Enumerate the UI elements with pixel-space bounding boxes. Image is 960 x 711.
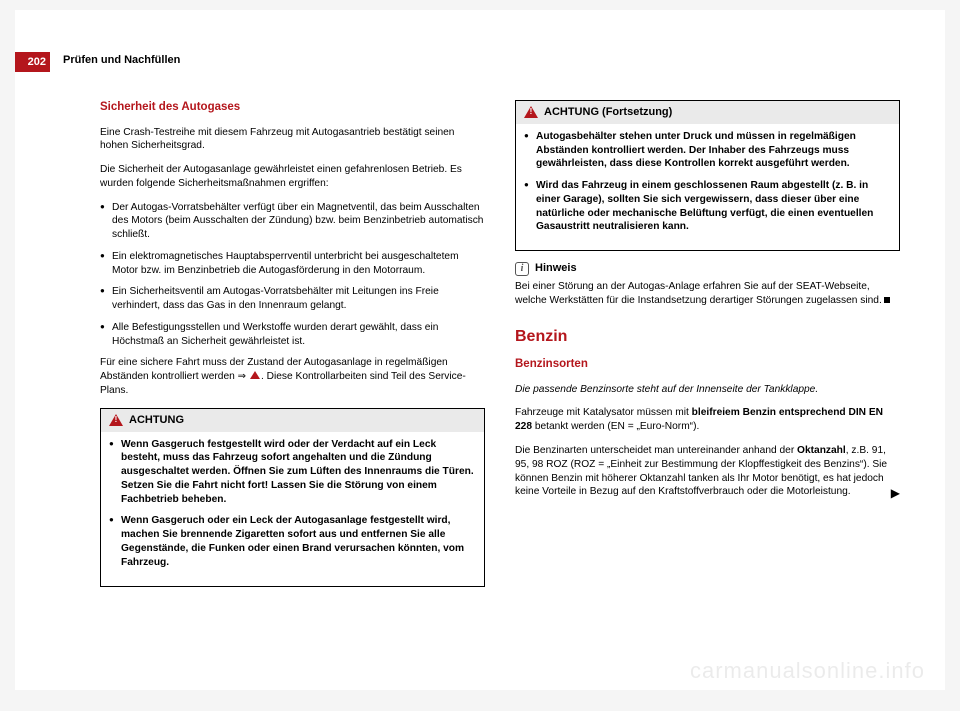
section-heading: Sicherheit des Autogases (100, 100, 485, 116)
note-header: i Hinweis (515, 261, 900, 276)
list-item: Ein Sicherheitsventil am Autogas-Vorrats… (100, 285, 485, 313)
text-run: Die Benzinarten unterscheidet man untere… (515, 445, 797, 456)
section-end-icon (884, 297, 890, 303)
warning-label: ACHTUNG (129, 413, 184, 428)
paragraph: Die Benzinarten unterscheidet man untere… (515, 444, 900, 499)
warning-label: ACHTUNG (Fortsetzung) (544, 105, 672, 120)
warning-box: ACHTUNG Wenn Gasgeruch festgestellt wird… (100, 408, 485, 587)
warning-item: Wird das Fahrzeug in einem geschlossenen… (524, 179, 891, 234)
warning-item: Autogasbehälter stehen unter Druck und m… (524, 130, 891, 171)
chapter-heading: Benzin (515, 326, 900, 348)
list-item: Ein elektromagnetisches Hauptabsperrvent… (100, 250, 485, 278)
chapter-title: Prüfen und Nachfüllen (63, 54, 180, 66)
note-block: i Hinweis Bei einer Störung an der Autog… (515, 261, 900, 307)
text-run: Bei einer Störung an der Autogas-Anlage … (515, 281, 882, 306)
warning-box-header: ACHTUNG (101, 409, 484, 432)
watermark: carmanualsonline.info (690, 658, 925, 684)
info-icon: i (515, 262, 529, 276)
list-item: Alle Befestigungsstellen und Werkstoffe … (100, 321, 485, 349)
warning-item: Wenn Gasgeruch festgestellt wird oder de… (109, 438, 476, 507)
text-bold: Oktanzahl (797, 445, 846, 456)
warning-item: Wenn Gasgeruch oder ein Leck der Autogas… (109, 514, 476, 569)
text-run: betankt werden (EN = „Euro-Norm“). (532, 421, 699, 432)
paragraph: Eine Crash-Testreihe mit diesem Fahrzeug… (100, 126, 485, 154)
text-run: Fahrzeuge mit Katalysator müssen mit (515, 407, 692, 418)
continue-arrow-icon: ▶ (891, 485, 900, 501)
warning-box-header: ACHTUNG (Fortsetzung) (516, 101, 899, 124)
paragraph: Für eine sichere Fahrt muss der Zustand … (100, 356, 485, 397)
manual-page: 202 Prüfen und Nachfüllen Sicherheit des… (15, 10, 945, 690)
warning-box-body: Autogasbehälter stehen unter Druck und m… (516, 124, 899, 250)
paragraph: Fahrzeuge mit Katalysator müssen mit ble… (515, 406, 900, 434)
warning-triangle-icon (109, 414, 123, 426)
note-label: Hinweis (535, 261, 577, 276)
note-text: Bei einer Störung an der Autogas-Anlage … (515, 280, 900, 308)
page-number-tab: 202 (15, 52, 50, 72)
lead-paragraph: Die passende Benzinsorte steht auf der I… (515, 383, 900, 397)
section-heading: Benzinsorten (515, 357, 900, 373)
list-item: Der Autogas-Vorratsbehälter verfügt über… (100, 201, 485, 242)
warning-triangle-icon (524, 106, 538, 118)
page-body: Sicherheit des Autogases Eine Crash-Test… (100, 100, 900, 660)
warning-icon (250, 371, 260, 379)
warning-box-continued: ACHTUNG (Fortsetzung) Autogasbehälter st… (515, 100, 900, 251)
paragraph: Die Sicherheit der Autogasanlage gewährl… (100, 163, 485, 191)
warning-box-body: Wenn Gasgeruch festgestellt wird oder de… (101, 432, 484, 586)
